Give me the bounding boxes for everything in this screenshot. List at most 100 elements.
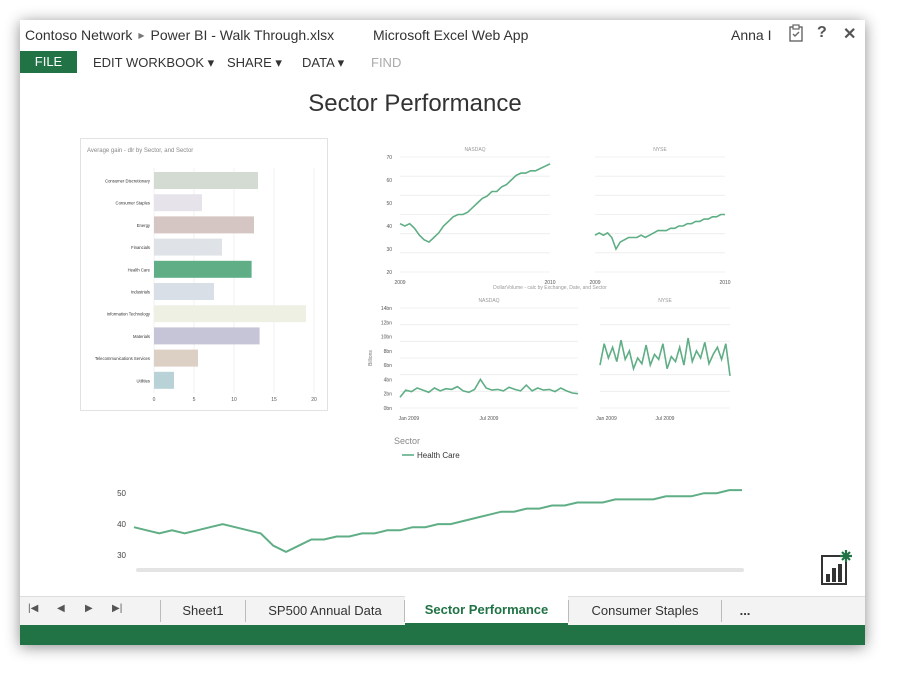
x-tick-label: Jan 2009 xyxy=(596,416,617,422)
y-tick-label: 10bn xyxy=(381,335,392,341)
breadcrumb-file-name: Power BI - Walk Through.xlsx xyxy=(150,27,335,43)
y-tick-label: 30 xyxy=(117,551,126,560)
bar xyxy=(154,349,198,367)
bar xyxy=(154,305,306,323)
panel-title: NYSE xyxy=(658,298,672,304)
x-tick-label: 15 xyxy=(271,397,277,403)
x-tick-label: Nov 2009 xyxy=(634,579,669,580)
scrollbar-track xyxy=(136,568,744,572)
panel-title: NYSE xyxy=(653,147,667,153)
y-tick-label: 2bn xyxy=(384,392,393,398)
help-icon[interactable]: ? xyxy=(817,24,827,41)
x-tick-label: Oct 2009 xyxy=(583,579,616,580)
ribbon: FILE EDIT WORKBOOK ▾ SHARE ▾ DATA ▾ FIND xyxy=(20,51,865,73)
x-tick-label: Jan 2009 xyxy=(116,579,149,580)
x-tick-label: Jul 2009 xyxy=(428,579,459,580)
x-tick-label: 20 xyxy=(311,397,317,403)
line-chart-health-care[interactable]: Sector Health Care 30 40 50 Jan 2009 Feb 2009 M… xyxy=(90,430,760,588)
x-tick-label: 2010 xyxy=(544,280,555,286)
x-tick-label: 0 xyxy=(153,397,156,403)
category-label: Materials xyxy=(133,334,150,339)
y-tick-label: 12bn xyxy=(381,320,392,326)
tab-sheet1[interactable]: Sheet1 xyxy=(182,603,224,618)
x-tick-label: Jul 2009 xyxy=(480,416,499,422)
previous-sheet-icon[interactable]: ◀ xyxy=(57,603,65,614)
x-tick-label: 5 xyxy=(193,397,196,403)
bar xyxy=(154,216,254,234)
tab-divider xyxy=(245,600,246,622)
x-tick-label: Jan 2009 xyxy=(399,416,420,422)
x-tick-label: May 2009 xyxy=(322,579,358,580)
status-bar xyxy=(20,625,865,645)
x-tick-label: 10 xyxy=(231,397,237,403)
user-name[interactable]: Anna I xyxy=(731,27,772,43)
tab-divider xyxy=(721,600,722,622)
title-bar: Contoso Network ▶ Power BI - Walk Throug… xyxy=(20,20,865,50)
y-tick-label: 40 xyxy=(117,520,126,529)
breadcrumb-separator-icon: ▶ xyxy=(138,30,145,40)
bar xyxy=(154,283,214,300)
x-tick-label: 2009 xyxy=(589,280,600,286)
x-tick-label: Jun 2009 xyxy=(375,579,408,580)
clipboard-icon[interactable] xyxy=(788,24,804,47)
tab-consumer-staples[interactable]: Consumer Staples xyxy=(591,603,699,618)
breadcrumb: Contoso Network ▶ Power BI - Walk Throug… xyxy=(25,27,334,43)
app-title: Microsoft Excel Web App xyxy=(373,27,529,43)
tab-sp500-annual-data[interactable]: SP500 Annual Data xyxy=(268,603,382,618)
y-tick-label: 0bn xyxy=(384,406,393,412)
chart-subtitle: DollarVolume - calc by Exchange, Date, a… xyxy=(493,285,607,291)
bar xyxy=(154,172,258,189)
power-bi-icon[interactable] xyxy=(820,548,854,591)
category-label: Utilities xyxy=(137,378,151,383)
y-tick-label: 40 xyxy=(386,224,392,230)
series-line xyxy=(399,377,579,398)
category-label: Industrials xyxy=(131,290,150,295)
series-line xyxy=(133,489,742,554)
line-charts-dollar-volume[interactable]: DollarVolume - calc by Exchange, Date, a… xyxy=(360,280,735,435)
tab-sector-performance[interactable]: Sector Performance xyxy=(405,596,568,625)
y-tick-label: 60 xyxy=(386,178,392,184)
x-tick-label: Jul 2009 xyxy=(656,416,675,422)
tab-divider xyxy=(160,600,161,622)
x-tick-label: Aug 2009 xyxy=(478,579,513,580)
category-label: Consumer Staples xyxy=(116,201,150,206)
line-charts-exchange-price[interactable]: NASDAQ 20 30 40 50 60 70 2009 2010 NYSE 2009 2010 xyxy=(360,142,735,302)
next-sheet-icon[interactable]: ▶ xyxy=(85,603,93,614)
y-tick-label: 6bn xyxy=(384,363,393,369)
bar xyxy=(154,194,202,212)
category-label: Health Care xyxy=(128,267,151,272)
y-tick-label: 50 xyxy=(117,489,126,498)
find-menu[interactable]: FIND xyxy=(371,55,402,70)
x-tick-label: Sep 2009 xyxy=(530,579,565,580)
bar xyxy=(154,260,252,278)
file-tab[interactable]: FILE xyxy=(20,51,77,73)
chart-title: Average gain - dlr by Sector, and Sector xyxy=(87,148,193,154)
category-label: Financials xyxy=(131,245,150,250)
category-label: Consumer Discretionary xyxy=(105,179,151,184)
close-icon[interactable]: ✕ xyxy=(843,26,857,43)
legend-title: Sector xyxy=(394,436,420,446)
panel-title: NASDAQ xyxy=(478,298,499,304)
data-menu[interactable]: DATA ▾ xyxy=(302,55,345,70)
x-tick-label: 2010 xyxy=(719,280,730,286)
y-tick-label: 14bn xyxy=(381,306,392,312)
edit-workbook-menu[interactable]: EDIT WORKBOOK ▾ xyxy=(93,55,215,70)
breadcrumb-site-link[interactable]: Contoso Network xyxy=(25,27,133,43)
more-sheets-button[interactable]: ... xyxy=(739,603,751,618)
last-sheet-icon[interactable]: ▶| xyxy=(112,603,123,614)
y-tick-label: 4bn xyxy=(384,377,393,383)
y-tick-label: 30 xyxy=(386,247,392,253)
sheet-tabs-bar: |◀ ◀ ▶ ▶| Sheet1 SP500 Annual Data Secto… xyxy=(20,596,865,625)
bar xyxy=(154,327,260,345)
series-line xyxy=(399,163,551,244)
x-tick-label: Mar 2009 xyxy=(219,579,253,580)
bar-chart-sector-gain[interactable]: Average gain - dlr by Sector, and Sector… xyxy=(80,138,328,417)
first-sheet-icon[interactable]: |◀ xyxy=(28,603,39,614)
share-menu[interactable]: SHARE ▾ xyxy=(227,55,282,70)
bar xyxy=(154,238,222,256)
category-label: Telecommunications Services xyxy=(95,356,150,361)
y-tick-label: 50 xyxy=(386,201,392,207)
sheet-title: Sector Performance xyxy=(308,90,522,117)
x-tick-label: Feb 2009 xyxy=(167,579,201,580)
excel-web-app-window: Contoso Network ▶ Power BI - Walk Throug… xyxy=(20,20,865,645)
